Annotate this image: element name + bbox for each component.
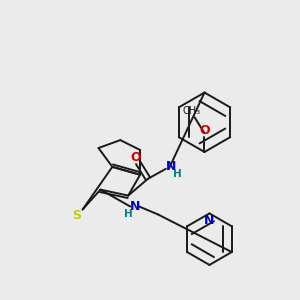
Text: H: H bbox=[173, 169, 182, 179]
Text: N: N bbox=[166, 160, 176, 173]
Text: O: O bbox=[199, 124, 210, 137]
Text: S: S bbox=[72, 209, 81, 222]
Text: H: H bbox=[124, 209, 133, 219]
Text: CH₃: CH₃ bbox=[182, 106, 201, 116]
Text: O: O bbox=[131, 152, 141, 164]
Text: N: N bbox=[204, 214, 214, 227]
Text: N: N bbox=[130, 200, 140, 213]
